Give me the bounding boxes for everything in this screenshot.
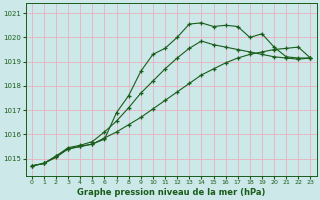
X-axis label: Graphe pression niveau de la mer (hPa): Graphe pression niveau de la mer (hPa) (77, 188, 265, 197)
